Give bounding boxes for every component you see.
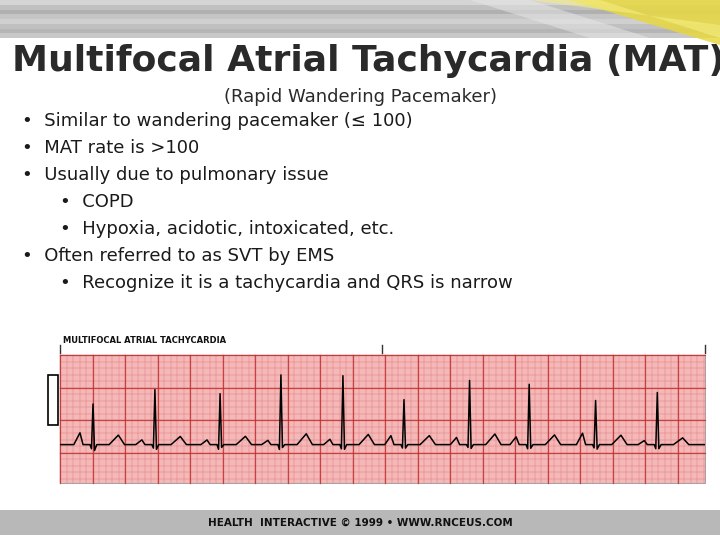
Text: •  Often referred to as SVT by EMS: • Often referred to as SVT by EMS — [22, 247, 334, 265]
Polygon shape — [490, 0, 720, 45]
Bar — [0, 33, 720, 38]
Text: •  Recognize it is a tachycardia and QRS is narrow: • Recognize it is a tachycardia and QRS … — [60, 274, 513, 292]
Polygon shape — [530, 0, 720, 38]
Text: Multifocal Atrial Tachycardia (MAT): Multifocal Atrial Tachycardia (MAT) — [12, 44, 720, 78]
Bar — [0, 0, 720, 5]
Bar — [0, 29, 720, 33]
Text: •  Usually due to pulmonary issue: • Usually due to pulmonary issue — [22, 166, 328, 184]
Bar — [60, 355, 705, 483]
Bar — [0, 5, 720, 10]
Text: •  Similar to wandering pacemaker (≤ 100): • Similar to wandering pacemaker (≤ 100) — [22, 112, 413, 130]
Bar — [0, 19, 720, 24]
Text: •  Hypoxia, acidotic, intoxicated, etc.: • Hypoxia, acidotic, intoxicated, etc. — [60, 220, 395, 238]
Bar — [0, 0, 720, 38]
Text: •  MAT rate is >100: • MAT rate is >100 — [22, 139, 199, 157]
Text: HEALTH  INTERACTIVE © 1999 • WWW.RNCEUS.COM: HEALTH INTERACTIVE © 1999 • WWW.RNCEUS.C… — [207, 517, 513, 528]
Bar — [0, 24, 720, 29]
Text: (Rapid Wandering Pacemaker): (Rapid Wandering Pacemaker) — [223, 88, 497, 106]
Text: MULTIFOCAL ATRIAL TACHYCARDIA: MULTIFOCAL ATRIAL TACHYCARDIA — [63, 336, 226, 345]
Bar — [48, 375, 58, 425]
Bar — [0, 510, 720, 535]
Bar — [0, 14, 720, 19]
Text: •  COPD: • COPD — [60, 193, 134, 211]
Bar — [0, 10, 720, 14]
Polygon shape — [470, 0, 650, 38]
